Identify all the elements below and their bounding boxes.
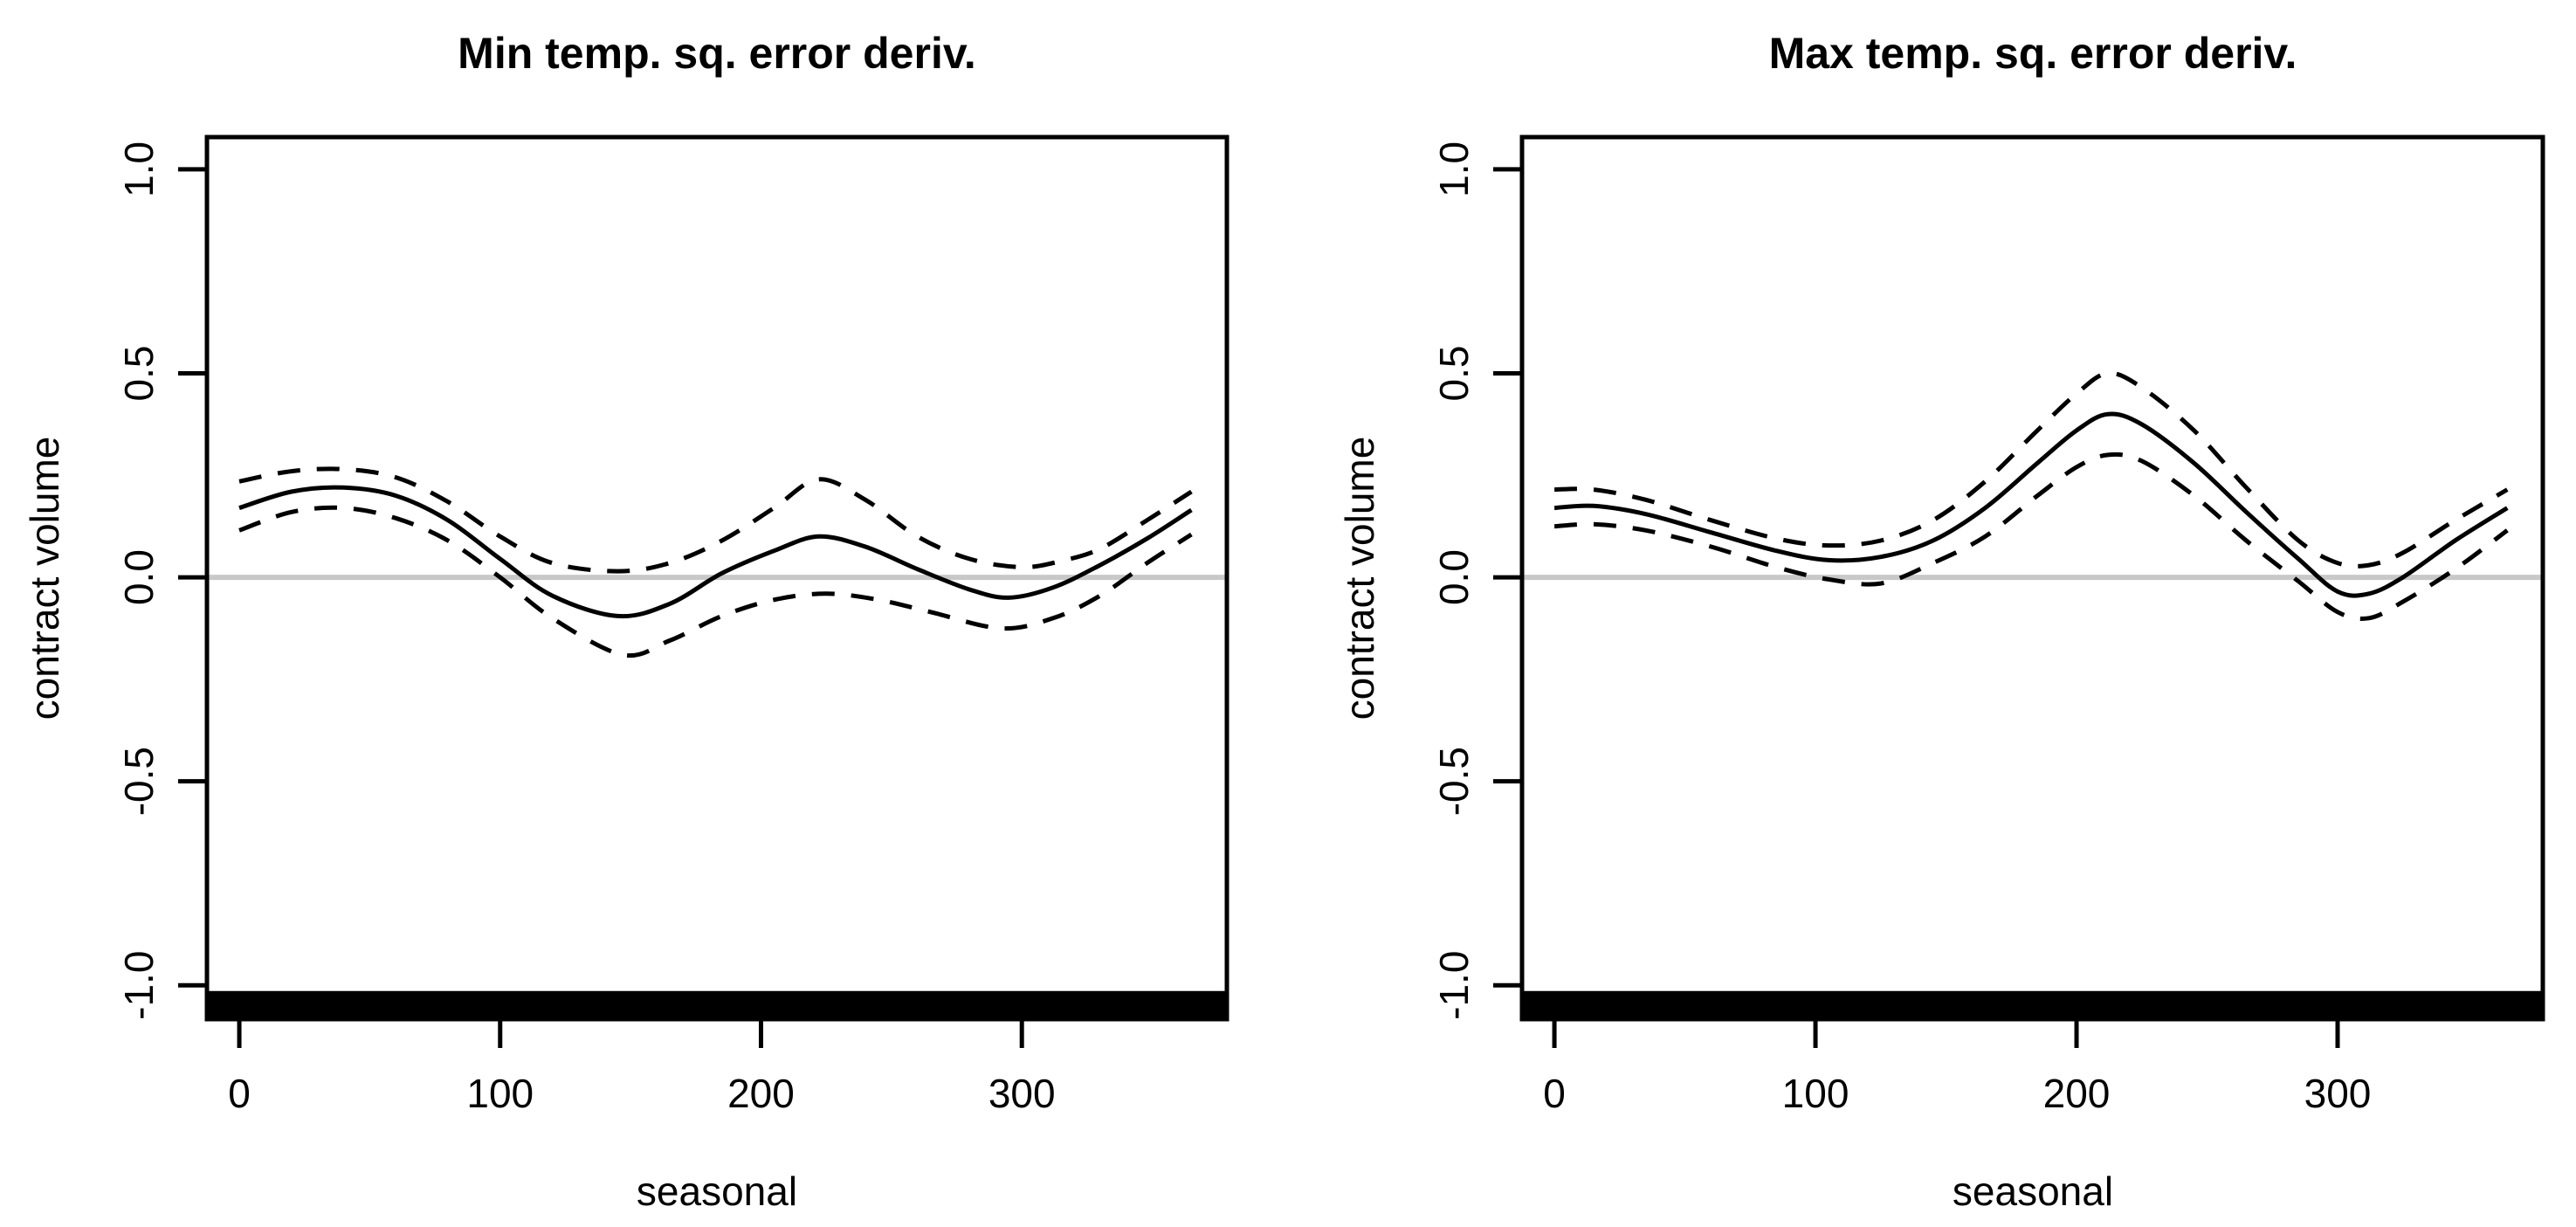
y-tick-label: -1.0 xyxy=(1431,951,1477,1020)
y-tick-label: 0.0 xyxy=(116,549,162,605)
curve-estimate xyxy=(1553,411,2509,598)
y-tick-label: 1.0 xyxy=(116,141,162,197)
x-tick-label: 100 xyxy=(1782,1071,1849,1116)
y-tick-label: 1.0 xyxy=(1431,141,1477,197)
x-tick-label: 0 xyxy=(1543,1071,1566,1116)
x-tick-label: 300 xyxy=(2304,1071,2372,1116)
rug-bar xyxy=(1519,990,2545,1019)
curve-upper-ci xyxy=(238,466,1193,574)
x-axis-label: seasonal xyxy=(637,1168,797,1214)
y-tick-label: -1.0 xyxy=(116,951,162,1020)
curve-estimate xyxy=(238,485,1193,619)
y-tick-label: -0.5 xyxy=(116,747,162,816)
x-tick-label: 300 xyxy=(988,1071,1056,1116)
curve-lower-ci xyxy=(238,505,1193,658)
x-tick-label: 100 xyxy=(466,1071,534,1116)
y-tick-label: 0.5 xyxy=(1431,346,1477,402)
y-axis-label: contract volume xyxy=(22,437,67,720)
y-tick-label: 0.5 xyxy=(116,346,162,402)
x-tick-label: 200 xyxy=(2043,1071,2111,1116)
y-tick-label: 0.0 xyxy=(1431,549,1477,605)
panel-max-temp: 0 100 200 300 -1.0 -0.5 0.0 0.5 1.0 Max temp. sq.… xyxy=(1337,29,2545,1214)
panel-title: Max temp. sq. error deriv. xyxy=(1769,29,2297,78)
panel-title: Min temp. sq. error deriv. xyxy=(458,29,976,78)
x-axis-label: seasonal xyxy=(1953,1168,2113,1214)
y-tick-label: -0.5 xyxy=(1431,747,1477,816)
panel-min-temp: 0 100 200 300 -1.0 -0.5 0.0 0.5 1.0 Min temp. sq.… xyxy=(22,29,1229,1214)
x-tick-label: 0 xyxy=(228,1071,251,1116)
curve-lower-ci xyxy=(1553,452,2509,621)
x-tick-label: 200 xyxy=(727,1071,795,1116)
rug-bar xyxy=(204,990,1229,1019)
curve-upper-ci xyxy=(1554,370,2509,569)
y-axis-label: contract volume xyxy=(1337,437,1382,720)
